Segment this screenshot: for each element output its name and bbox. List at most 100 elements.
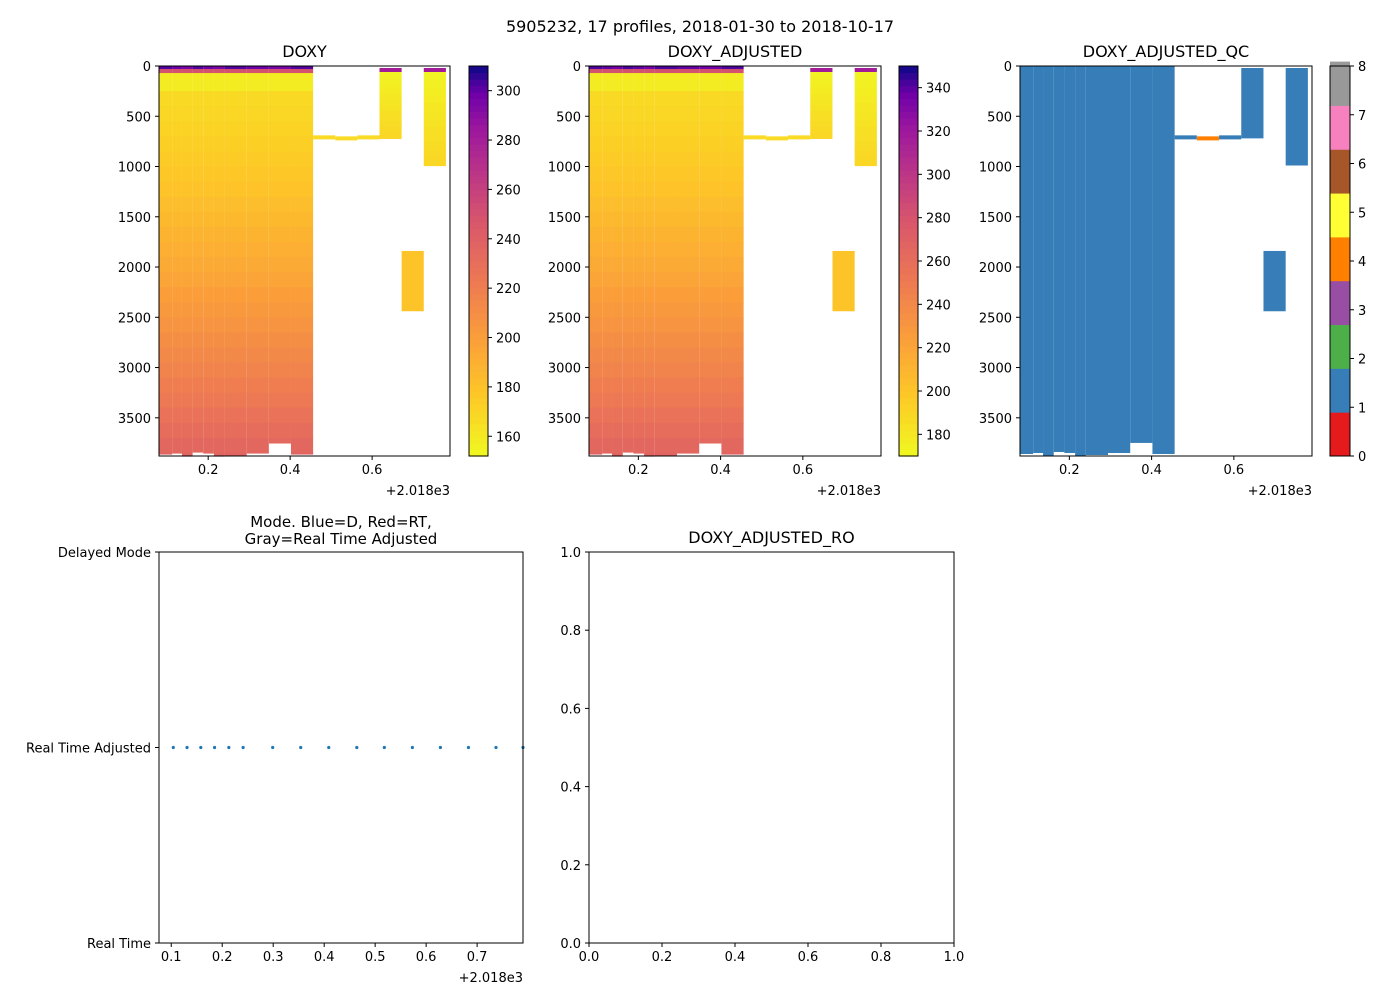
colorbar-swatch <box>469 254 488 262</box>
data-cell <box>699 437 722 444</box>
data-cell <box>602 211 613 228</box>
data-cell <box>290 407 314 424</box>
data-cell <box>612 287 623 303</box>
data-cell <box>203 69 214 74</box>
data-cell <box>172 332 182 349</box>
data-cell <box>172 69 182 74</box>
colorbar-swatch <box>899 417 918 425</box>
data-cell <box>854 95 877 104</box>
data-cell <box>246 407 269 424</box>
data-cell <box>203 302 214 318</box>
data-cell <box>290 347 314 364</box>
data-cell <box>172 256 182 273</box>
data-cell <box>159 377 173 394</box>
y-tick-label: 500 <box>556 110 581 125</box>
colorbar-swatch <box>469 183 488 191</box>
data-cell <box>268 69 291 74</box>
mode-point <box>382 745 386 750</box>
data-cell <box>633 211 645 228</box>
panel-title: DOXY_ADJUSTED <box>668 42 803 62</box>
data-cell <box>622 332 634 349</box>
data-cell <box>602 241 613 258</box>
data-cell <box>644 347 655 364</box>
data-cell <box>181 347 193 364</box>
data-cell <box>589 226 603 243</box>
y-tick-label: 0.6 <box>560 702 581 717</box>
data-cell <box>192 302 204 318</box>
data-cell <box>622 256 634 273</box>
data-cell <box>602 91 613 107</box>
colorbar-tick-label: 320 <box>926 125 951 140</box>
data-cell <box>224 362 247 379</box>
data-cell <box>602 226 613 243</box>
colorbar-swatch <box>899 358 918 366</box>
data-cell <box>721 226 744 243</box>
data-cell <box>644 151 655 168</box>
data-cell <box>854 79 877 89</box>
data-cell <box>224 287 247 303</box>
colorbar-swatch <box>899 339 918 347</box>
mode-point <box>227 745 231 750</box>
data-cell <box>181 91 193 107</box>
figure-suptitle: 5905232, 17 profiles, 2018-01-30 to 2018… <box>506 17 894 36</box>
data-cell <box>677 196 700 213</box>
data-cell <box>589 256 603 273</box>
panel-title: Gray=Real Time Adjusted <box>245 530 438 548</box>
data-cell <box>677 437 700 454</box>
data-cell <box>633 196 645 213</box>
data-cell <box>224 181 247 198</box>
data-cell <box>379 105 402 112</box>
colorbar-swatch <box>469 261 488 269</box>
data-cell <box>622 211 634 228</box>
data-cell <box>622 166 634 183</box>
mode-point <box>299 745 303 750</box>
data-cell <box>246 272 269 288</box>
data-cell <box>765 136 789 141</box>
x-tick-label: 0.4 <box>725 950 746 965</box>
data-cell <box>268 317 291 333</box>
colorbar-swatch <box>899 378 918 386</box>
data-cell <box>589 241 603 258</box>
colorbar-swatch <box>469 345 488 353</box>
panel-doxy: DOXY 0.2 0.4 0.6+2.018e3 0 500 1000 1500 2000 250… <box>118 42 521 499</box>
colorbar-swatch <box>469 319 488 327</box>
data-cell <box>290 69 314 74</box>
data-cell <box>622 196 634 213</box>
data-cell <box>633 136 645 153</box>
data-cell <box>654 151 678 168</box>
data-cell <box>644 211 655 228</box>
data-cell <box>612 136 623 153</box>
data-cell <box>644 317 655 333</box>
colorbar-swatch <box>469 111 488 119</box>
data-cell <box>172 80 182 92</box>
data-cell <box>721 287 744 303</box>
x-tick-label: 0.5 <box>365 950 386 965</box>
data-cell <box>268 151 291 168</box>
colorbar-swatch <box>899 215 918 223</box>
y-tick-label: Delayed Mode <box>58 546 151 561</box>
colorbar-swatch <box>469 430 488 438</box>
data-cell <box>612 91 623 107</box>
colorbar-swatch <box>469 293 488 301</box>
data-cell <box>213 362 225 379</box>
data-cell <box>699 377 722 394</box>
data-cell <box>213 211 225 228</box>
data-cell <box>268 121 291 137</box>
data-cell <box>192 151 204 168</box>
data-cell <box>612 317 623 333</box>
data-cell <box>224 407 247 424</box>
y-tick-label: 1000 <box>979 161 1012 176</box>
data-cell <box>203 392 214 409</box>
data-cell <box>224 377 247 394</box>
data-cell <box>203 211 214 228</box>
data-cell <box>224 166 247 183</box>
data-cell <box>699 226 722 243</box>
x-offset-label: +2.018e3 <box>459 971 523 986</box>
data-cell <box>654 362 678 379</box>
data-cell <box>423 95 446 104</box>
data-cell <box>290 181 314 198</box>
data-cell <box>633 362 645 379</box>
data-cell <box>290 422 314 439</box>
data-cell <box>654 317 678 333</box>
data-cell <box>192 136 204 153</box>
